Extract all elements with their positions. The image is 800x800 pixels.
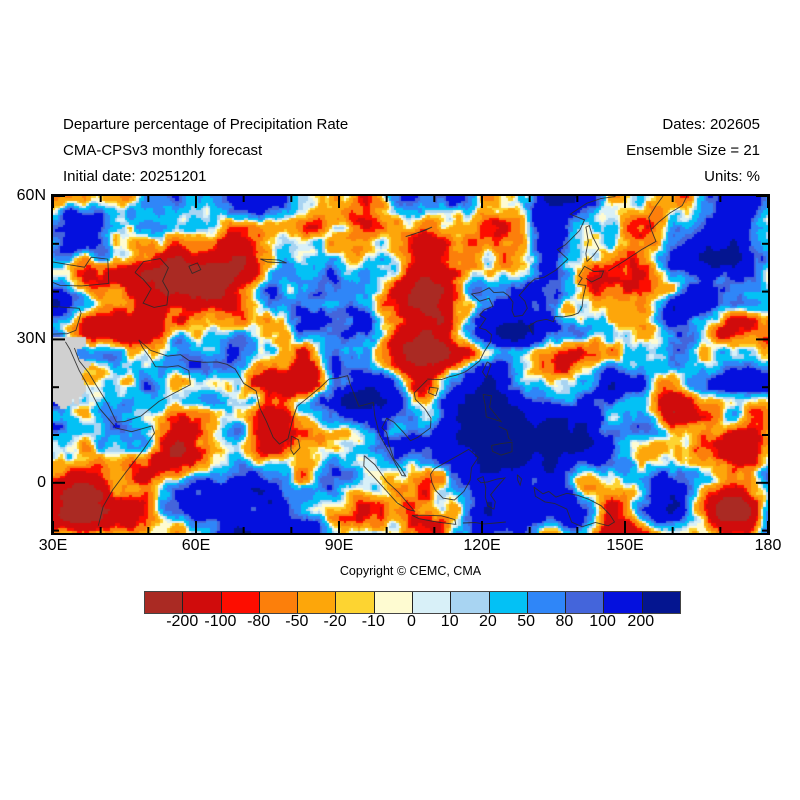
copyright-text: Copyright © CEMC, CMA xyxy=(339,564,482,578)
coastline-path xyxy=(430,448,479,501)
colorbar-segment xyxy=(527,592,567,613)
dates-label: Dates: 202605 xyxy=(662,116,760,133)
coastline-path xyxy=(648,196,664,230)
colorbar-tick-label: 80 xyxy=(555,613,574,630)
coastline-path xyxy=(65,341,116,427)
colorbar-segment xyxy=(336,592,375,613)
coastline-path xyxy=(585,224,600,262)
colorbar-tick-label: -50 xyxy=(285,613,309,630)
y-axis-tick-label: 30N xyxy=(16,330,46,348)
coastline-path xyxy=(97,425,155,526)
coastline-path xyxy=(226,363,351,445)
coastline-path xyxy=(116,339,191,423)
anomaly-field-canvas xyxy=(53,196,768,533)
x-axis-tick-label: 90E xyxy=(324,537,354,554)
coastline-path xyxy=(349,379,432,477)
colorbar-segment xyxy=(298,592,337,613)
coastline-path xyxy=(516,474,523,487)
coastline-path xyxy=(53,305,82,335)
coastline-path xyxy=(73,347,117,423)
colorbar-segment xyxy=(642,592,680,613)
colorbar-segment xyxy=(451,592,490,613)
coastline-path xyxy=(528,265,605,334)
colorbar-tick-label: 100 xyxy=(589,613,616,630)
coastline-path xyxy=(53,256,110,287)
colorbar-segment xyxy=(374,592,413,613)
coastline-path xyxy=(260,258,287,264)
coastline-path xyxy=(405,226,433,238)
coastline-path xyxy=(134,258,169,308)
colorbar-tick-label: -10 xyxy=(361,613,385,630)
y-axis-tick-label: 0 xyxy=(37,473,46,491)
coastline-path xyxy=(476,475,507,510)
colorbar-segment xyxy=(489,592,528,613)
ensemble-size-label: Ensemble Size = 21 xyxy=(626,142,760,159)
x-axis-tick-label: 60E xyxy=(181,537,211,554)
figure-title: Departure percentage of Precipitation Ra… xyxy=(63,116,349,133)
colorbar-segment xyxy=(259,592,299,613)
x-axis-tick-label: 120E xyxy=(463,537,501,554)
colorbar-tick-label: -200 xyxy=(166,613,199,630)
colorbar-tick-label: -100 xyxy=(204,613,237,630)
colorbar-tick-label: 20 xyxy=(479,613,497,630)
colorbar-tick-label: -20 xyxy=(323,613,347,630)
colorbar-segment xyxy=(221,592,260,613)
coastline-path xyxy=(188,262,202,274)
coastline-path xyxy=(481,361,492,379)
colorbar-segment xyxy=(412,592,452,613)
coastline-path xyxy=(482,393,503,423)
colorbar-tick-label: 0 xyxy=(407,613,416,630)
x-axis-tick-label: 30E xyxy=(38,537,68,554)
colorbar-tick-label: 50 xyxy=(517,613,536,630)
coastline-path xyxy=(290,435,301,456)
coastline-path xyxy=(428,386,439,397)
coastline-path xyxy=(608,196,688,272)
colorbar-segment xyxy=(566,592,605,613)
map-plot-area xyxy=(51,194,770,535)
coastline-path xyxy=(427,196,616,381)
coastline-path xyxy=(462,521,506,525)
coastline-path xyxy=(533,486,616,528)
figure-subtitle: CMA-CPSv3 monthly forecast xyxy=(63,142,263,159)
x-axis-tick-label: 180 xyxy=(754,537,782,554)
coastline-path xyxy=(498,425,512,442)
x-axis-tick-label: 150E xyxy=(606,537,644,554)
y-axis-tick-label: 60N xyxy=(16,187,46,204)
initial-date-label: Initial date: 20251201 xyxy=(63,168,207,185)
coastline-path xyxy=(491,441,513,456)
units-label: Units: % xyxy=(704,168,760,185)
colorbar xyxy=(144,591,681,614)
colorbar-segment xyxy=(145,592,184,613)
colorbar-tick-label: 10 xyxy=(440,613,459,630)
coastline-path xyxy=(411,514,457,525)
coastline-path xyxy=(138,339,228,365)
coastlines-and-ticks-overlay xyxy=(53,196,768,533)
colorbar-segment xyxy=(604,592,643,613)
coastline-path xyxy=(363,455,416,512)
colorbar-tick-label: -80 xyxy=(247,613,271,630)
colorbar-segment xyxy=(183,592,222,613)
colorbar-tick-label: 200 xyxy=(627,613,655,630)
